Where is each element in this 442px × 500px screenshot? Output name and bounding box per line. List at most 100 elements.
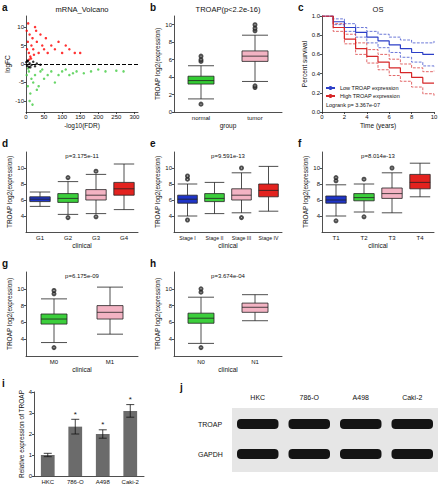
svg-text:6: 6 [388,114,392,120]
svg-text:150: 150 [75,114,86,120]
svg-text:1.0: 1.0 [312,13,321,19]
svg-text:T1: T1 [332,235,340,241]
svg-text:*: * [129,395,132,404]
svg-text:8: 8 [169,39,173,45]
svg-text:6: 6 [317,197,321,203]
svg-text:0.0: 0.0 [312,109,321,115]
svg-text:250: 250 [111,114,122,120]
svg-text:clinical: clinical [72,366,92,373]
svg-text:0: 0 [169,109,173,115]
svg-text:2: 2 [343,114,347,120]
svg-text:Stage I: Stage I [179,235,195,241]
svg-text:8: 8 [410,114,414,120]
svg-text:c: c [298,2,304,13]
svg-text:M1: M1 [106,359,115,365]
svg-text:T2: T2 [360,235,368,241]
svg-text:6: 6 [169,57,173,63]
svg-text:clinical: clinical [218,242,238,249]
svg-text:6: 6 [21,197,25,203]
svg-text:HKC: HKC [41,479,54,485]
svg-text:786-O: 786-O [67,479,84,485]
svg-text:6: 6 [21,319,25,325]
svg-text:tumor: tumor [247,115,262,121]
svg-text:Relative expression of TROAP: Relative expression of TROAP [18,390,26,478]
svg-text:TROAP log2(expression): TROAP log2(expression) [6,156,14,228]
svg-text:clinical: clinical [218,366,238,373]
svg-text:4: 4 [21,213,25,219]
svg-text:10: 10 [17,24,24,30]
svg-text:50: 50 [41,114,48,120]
svg-text:0.8: 0.8 [312,32,321,38]
svg-text:-5: -5 [19,79,25,85]
svg-text:5: 5 [21,43,25,49]
svg-text:b: b [150,2,156,13]
svg-text:4: 4 [365,114,369,120]
svg-text:10: 10 [165,22,172,28]
svg-text:OS: OS [373,5,384,14]
svg-text:G1: G1 [36,235,45,241]
svg-text:Caki-2: Caki-2 [402,394,422,401]
svg-text:0: 0 [24,114,28,120]
svg-text:G2: G2 [64,235,73,241]
svg-text:Low TROAP expression: Low TROAP expression [340,85,399,91]
svg-text:3: 3 [29,410,33,416]
svg-text:4: 4 [169,336,173,342]
svg-text:10: 10 [431,114,438,120]
svg-text:h: h [150,258,156,269]
svg-text:A498: A498 [353,394,369,401]
svg-text:2: 2 [29,431,33,437]
svg-text:Stage III: Stage III [232,235,251,241]
svg-text:4: 4 [169,213,173,219]
svg-text:clinical: clinical [72,242,92,249]
svg-text:1: 1 [29,452,33,458]
svg-text:p=6.175e-09: p=6.175e-09 [65,273,100,279]
svg-text:0.2: 0.2 [312,90,321,96]
svg-text:Logrank p= 3.367e-07: Logrank p= 3.367e-07 [326,102,380,108]
svg-text:100: 100 [57,114,68,120]
svg-text:10: 10 [165,286,172,292]
svg-text:300: 300 [129,114,140,120]
svg-text:2: 2 [169,92,173,98]
svg-text:Caki-2: Caki-2 [122,479,140,485]
svg-text:M0: M0 [50,359,59,365]
svg-text:p=3.175e-11: p=3.175e-11 [65,153,99,159]
svg-text:TROAP log2(expression): TROAP log2(expression) [6,278,14,350]
svg-text:j: j [179,382,183,393]
svg-text:0: 0 [29,473,33,479]
svg-text:786-O: 786-O [300,394,320,401]
svg-text:-log10(FDR): -log10(FDR) [64,122,100,130]
svg-text:group: group [220,122,237,130]
svg-text:Stage II: Stage II [206,235,224,241]
svg-text:TROAP log2(expression): TROAP log2(expression) [154,156,162,228]
svg-text:8: 8 [169,303,173,309]
svg-text:normal: normal [192,115,210,121]
svg-text:p=8.014e-13: p=8.014e-13 [361,153,396,159]
svg-text:e: e [150,138,156,149]
svg-text:*: * [101,420,104,429]
svg-text:200: 200 [93,114,104,120]
svg-text:T3: T3 [388,235,396,241]
svg-text:4: 4 [29,389,33,395]
svg-text:0: 0 [21,61,25,67]
svg-text:GAPDH: GAPDH [198,451,223,458]
svg-text:Stage IV: Stage IV [259,235,279,241]
svg-text:g: g [2,258,8,269]
svg-text:10: 10 [165,165,172,171]
svg-text:p=3.674e-04: p=3.674e-04 [211,273,246,279]
svg-text:a: a [2,2,8,13]
svg-text:TROAP log2(expression): TROAP log2(expression) [154,28,162,100]
svg-text:N0: N0 [197,359,205,365]
svg-text:8: 8 [169,181,173,187]
svg-text:10: 10 [17,165,24,171]
svg-text:N1: N1 [251,359,259,365]
svg-text:HKC: HKC [250,394,265,401]
svg-text:0.6: 0.6 [312,51,321,57]
svg-text:mRNA_Volcano: mRNA_Volcano [56,5,109,14]
svg-text:8: 8 [317,181,321,187]
svg-text:clinical: clinical [368,242,388,249]
svg-text:TROAP(p<2.2e-16): TROAP(p<2.2e-16) [196,5,261,14]
svg-text:4: 4 [21,336,25,342]
svg-text:f: f [298,138,302,149]
svg-text:G4: G4 [120,235,129,241]
svg-text:0.4: 0.4 [312,71,321,77]
